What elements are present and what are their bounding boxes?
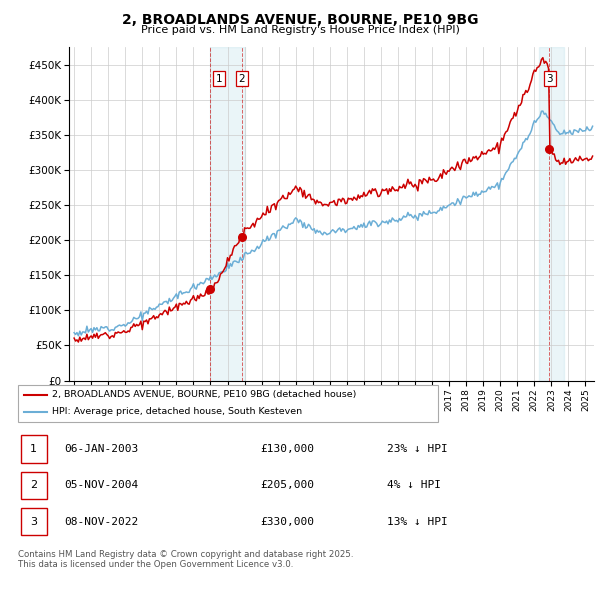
Text: 4% ↓ HPI: 4% ↓ HPI: [386, 480, 440, 490]
Text: 1: 1: [215, 74, 223, 84]
Text: Contains HM Land Registry data © Crown copyright and database right 2025.
This d: Contains HM Land Registry data © Crown c…: [18, 550, 353, 569]
Text: £130,000: £130,000: [260, 444, 314, 454]
Text: 2, BROADLANDS AVENUE, BOURNE, PE10 9BG (detached house): 2, BROADLANDS AVENUE, BOURNE, PE10 9BG (…: [52, 390, 356, 399]
Text: £330,000: £330,000: [260, 517, 314, 526]
Text: Price paid vs. HM Land Registry's House Price Index (HPI): Price paid vs. HM Land Registry's House …: [140, 25, 460, 35]
Text: 2, BROADLANDS AVENUE, BOURNE, PE10 9BG: 2, BROADLANDS AVENUE, BOURNE, PE10 9BG: [122, 13, 478, 27]
Bar: [211, 47, 245, 381]
Text: 05-NOV-2004: 05-NOV-2004: [64, 480, 139, 490]
Text: 06-JAN-2003: 06-JAN-2003: [64, 444, 139, 454]
Text: 2: 2: [239, 74, 245, 84]
FancyBboxPatch shape: [18, 385, 438, 422]
FancyBboxPatch shape: [21, 471, 47, 499]
Text: 2: 2: [30, 480, 37, 490]
FancyBboxPatch shape: [21, 435, 47, 463]
Text: 23% ↓ HPI: 23% ↓ HPI: [386, 444, 448, 454]
Text: 08-NOV-2022: 08-NOV-2022: [64, 517, 139, 526]
Text: HPI: Average price, detached house, South Kesteven: HPI: Average price, detached house, Sout…: [52, 407, 302, 417]
Bar: [539, 47, 564, 381]
Text: 3: 3: [30, 517, 37, 526]
Text: 3: 3: [547, 74, 553, 84]
Text: 13% ↓ HPI: 13% ↓ HPI: [386, 517, 448, 526]
FancyBboxPatch shape: [21, 508, 47, 535]
Text: £205,000: £205,000: [260, 480, 314, 490]
Text: 1: 1: [30, 444, 37, 454]
